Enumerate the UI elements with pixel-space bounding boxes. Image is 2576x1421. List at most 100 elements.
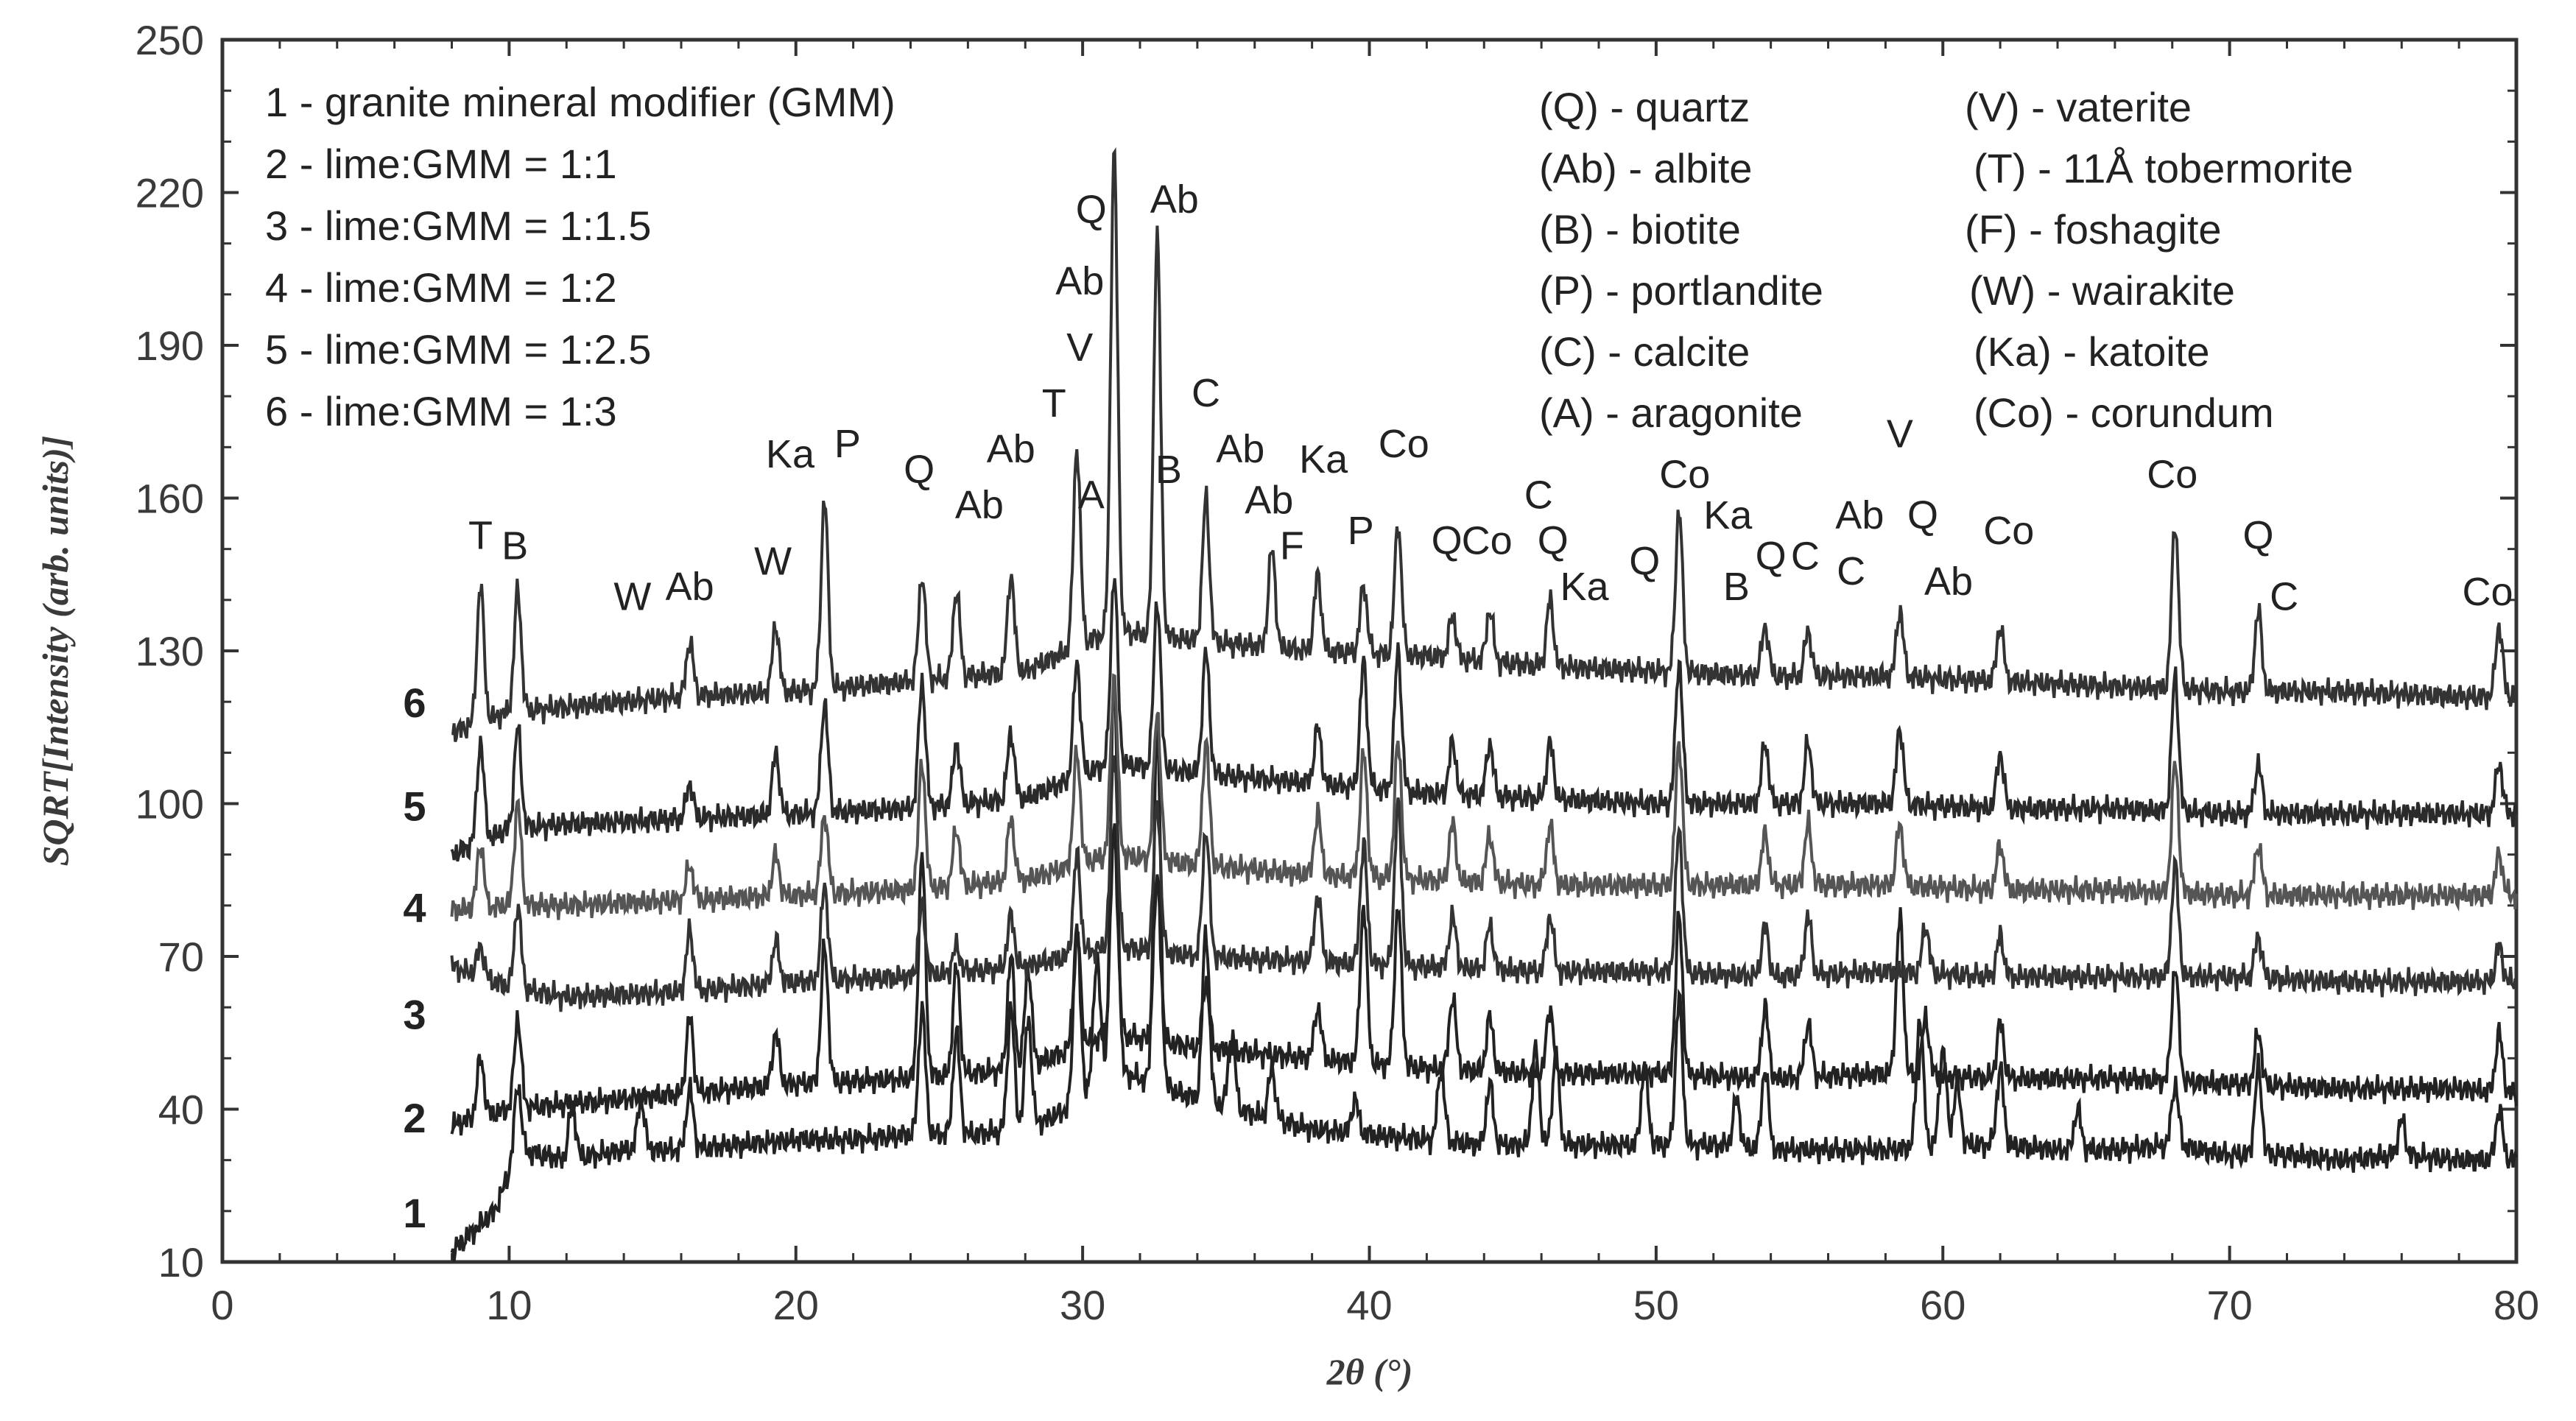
peak-label: Q [1756, 534, 1787, 578]
peak-label: W [613, 575, 651, 619]
series-line-1 [450, 680, 2518, 1262]
peak-label: Ka [766, 432, 815, 476]
peak-label: Q [1629, 539, 1660, 583]
legend-sample-1: 1 - granite mineral modifier (GMM) [265, 79, 895, 125]
x-tick-label: 30 [1060, 1282, 1105, 1328]
series-line-4 [450, 673, 2518, 922]
legend-samples: 1 - granite mineral modifier (GMM) 2 - l… [265, 79, 895, 434]
curve-label: 5 [403, 783, 426, 829]
y-axis-title: SQRT[Intensity (arb. units)] [35, 436, 76, 867]
x-tick-label: 0 [211, 1282, 233, 1328]
peak-label: V [1066, 325, 1093, 370]
peak-label: C [1837, 549, 1865, 593]
peak-label: P [834, 422, 861, 466]
peak-label: Ab [1055, 259, 1104, 303]
x-tick-label: 10 [486, 1282, 532, 1328]
series-line-3 [450, 755, 2518, 1012]
peak-label: Ab [955, 483, 1004, 527]
peak-label: B [1155, 448, 1182, 492]
curve-label: 6 [403, 680, 426, 726]
peak-label: C [1524, 473, 1553, 517]
y-tick-label: 70 [158, 934, 204, 980]
curve-label: 4 [403, 884, 426, 931]
peak-label: C [1791, 534, 1820, 578]
peak-label: F [1280, 524, 1304, 568]
legend-sample-6: 6 - lime:GMM = 1:3 [265, 388, 617, 434]
x-tick-label: 70 [2206, 1282, 2252, 1328]
peak-label: T [468, 514, 493, 558]
legend-phase-albite: (Ab) - albite [1539, 145, 1752, 191]
legend-sample-4: 4 - lime:GMM = 1:2 [265, 264, 617, 311]
peak-label: V [1887, 412, 1913, 456]
x-tick-label: 40 [1346, 1282, 1392, 1328]
series-line-6 [451, 147, 2517, 743]
legend-phase-vaterite: (V) - vaterite [1965, 84, 2192, 130]
y-tick-labels: 10 40 70 100 130 160 190 220 250 [136, 17, 204, 1286]
series-line-2 [450, 823, 2518, 1136]
series-layer [450, 147, 2518, 1262]
peak-label: Co [1462, 519, 1513, 563]
curve-label: 3 [403, 991, 426, 1037]
x-tick-label: 50 [1633, 1282, 1679, 1328]
legend-phase-biotite: (B) - biotite [1539, 206, 1741, 253]
peak-label: Ab [987, 427, 1035, 471]
peak-label: Co [2463, 570, 2513, 614]
peak-label: Ab [1835, 493, 1884, 537]
peak-label: Ab [1245, 478, 1293, 522]
y-tick-label: 250 [136, 17, 204, 63]
legend-phase-wairakite: (W) - wairakite [1969, 267, 2235, 314]
peak-label: B [1723, 565, 1750, 609]
legend-phase-aragonite: (A) - aragonite [1539, 389, 1803, 436]
peak-label: T [1042, 381, 1066, 426]
peak-label: Co [1659, 453, 1710, 497]
peak-label: P [1348, 509, 1374, 553]
y-tick-label: 190 [136, 322, 204, 369]
legend-phase-calcite: (C) - calcite [1539, 328, 1750, 375]
peak-label: Ab [1924, 560, 1973, 604]
peak-label: A [1078, 473, 1105, 517]
legend-phase-tobermorite: (T) - 11Å tobermorite [1974, 145, 2354, 191]
series-line-5 [450, 578, 2518, 862]
peak-label: Ka [1560, 565, 1610, 609]
legend-sample-2: 2 - lime:GMM = 1:1 [265, 141, 617, 187]
legend-phase-foshagite: (F) - foshagite [1965, 206, 2222, 253]
legend-sample-5: 5 - lime:GMM = 1:2.5 [265, 326, 651, 373]
peak-label: B [502, 524, 528, 568]
curve-labels: 6 5 4 3 2 1 [403, 680, 426, 1236]
x-tick-label: 80 [2494, 1282, 2539, 1328]
peak-label: C [1192, 371, 1220, 415]
y-tick-label: 160 [136, 476, 204, 522]
peak-label: Ab [1216, 427, 1264, 471]
x-tick-label: 20 [773, 1282, 819, 1328]
x-tick-labels: 0 10 20 30 40 50 60 70 80 [211, 1282, 2539, 1328]
curve-label: 1 [403, 1190, 426, 1236]
peak-label: Q [1076, 188, 1107, 232]
peak-label: Co [2147, 453, 2197, 497]
peak-label: Ab [1150, 177, 1199, 222]
peak-label: Q [1538, 519, 1569, 563]
legend-phase-quartz: (Q) - quartz [1539, 84, 1750, 130]
peak-label: Ab [666, 565, 714, 609]
peak-label: Q [2243, 514, 2274, 558]
legend-phases: (Q) - quartz (V) - vaterite (Ab) - albit… [1539, 84, 2354, 436]
peak-label: C [2270, 575, 2298, 619]
legend-phase-katoite: (Ka) - katoite [1974, 328, 2210, 375]
peak-label: Q [904, 448, 935, 492]
axis-ticks [221, 38, 2518, 1263]
legend-sample-3: 3 - lime:GMM = 1:1.5 [265, 202, 651, 249]
y-tick-label: 220 [136, 170, 204, 216]
y-tick-label: 40 [158, 1087, 204, 1133]
x-tick-label: 60 [1920, 1282, 1966, 1328]
legend-phase-portlandite: (P) - portlandite [1539, 267, 1823, 314]
peak-label: Q [1907, 493, 1938, 537]
y-tick-label: 100 [136, 781, 204, 828]
peak-label: W [754, 539, 792, 583]
peak-label: Q [1432, 519, 1463, 563]
peak-label: Co [1379, 422, 1429, 466]
curve-label: 2 [403, 1095, 426, 1141]
legend-phase-corundum: (Co) - corundum [1974, 389, 2274, 436]
y-tick-label: 10 [158, 1239, 204, 1286]
x-axis-title: 2θ (°) [1326, 1351, 1413, 1392]
